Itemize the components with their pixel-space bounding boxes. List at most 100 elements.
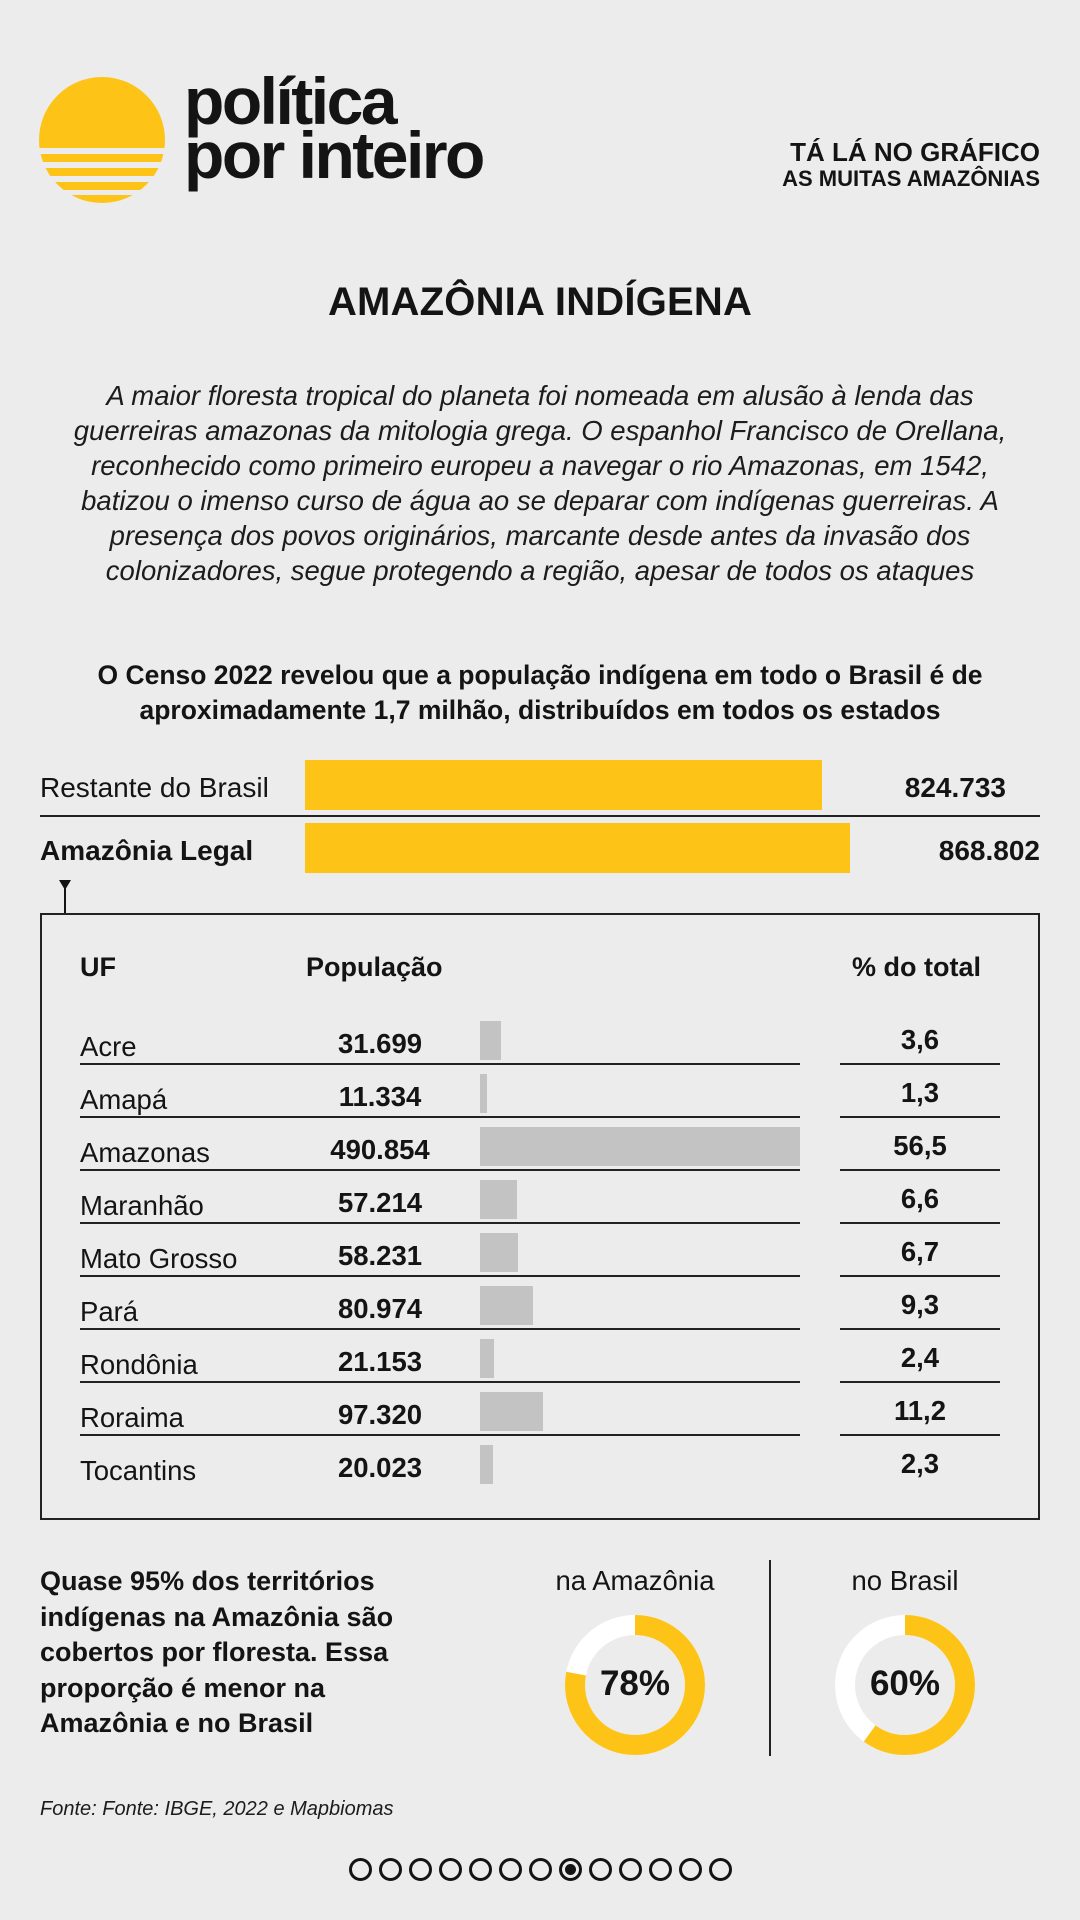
section-tag-line-2: AS MUITAS AMAZÔNIAS [782, 166, 1040, 191]
donut-caption-amazonia: na Amazônia [555, 1565, 715, 1596]
census-lead: O Censo 2022 revelou que a população ind… [97, 660, 983, 725]
page-dot[interactable] [528, 1858, 552, 1881]
page-dot[interactable] [648, 1858, 672, 1881]
population-bar [480, 1339, 494, 1378]
pagination-dots [0, 1858, 1080, 1881]
brand-line-2: por inteiro [184, 118, 485, 192]
table-row: Amazonas 490.854 56,5 [0, 1124, 1080, 1177]
row-rule [80, 1222, 800, 1224]
donut-value-label: 60% [869, 1664, 941, 1703]
state-name: Acre [80, 1031, 137, 1062]
page-dot[interactable] [468, 1858, 492, 1881]
population-bar [480, 1445, 494, 1484]
summary-label: Restante do Brasil [40, 772, 269, 803]
summary-value: 824.733 [904, 772, 1006, 803]
state-name: Pará [80, 1296, 139, 1327]
state-name: Amazonas [80, 1137, 210, 1168]
table-row: Acre 31.699 3,6 [0, 1018, 1080, 1071]
page-dot[interactable] [708, 1858, 732, 1881]
state-percent: 6,6 [900, 1183, 940, 1214]
state-percent: 9,3 [900, 1289, 940, 1320]
state-population: 21.153 [337, 1346, 423, 1377]
table-row: Roraima 97.320 11,2 [0, 1389, 1080, 1442]
state-name: Maranhão [80, 1190, 204, 1221]
table-row: Mato Grosso 58.231 6,7 [0, 1230, 1080, 1283]
row-rule [80, 1116, 800, 1118]
summary-value: 868.802 [938, 835, 1040, 866]
state-population: 97.320 [337, 1399, 423, 1430]
row-rule [840, 1328, 1000, 1330]
table-row: Tocantins 20.023 2,3 [0, 1442, 1080, 1495]
state-population: 58.231 [337, 1240, 423, 1271]
state-percent: 2,3 [900, 1448, 940, 1479]
state-population: 57.214 [337, 1187, 423, 1218]
summary-bar [305, 823, 850, 873]
page-dot-active[interactable] [558, 1858, 582, 1881]
row-rule [840, 1063, 1000, 1065]
population-bar [480, 1286, 533, 1325]
donut-arc [565, 1615, 705, 1755]
table-row: Rondônia 21.153 2,4 [0, 1336, 1080, 1389]
page-dot[interactable] [408, 1858, 432, 1881]
state-percent: 2,4 [900, 1342, 940, 1373]
summary-row-amazonia-legal: Amazônia Legal 868.802 [40, 823, 1040, 873]
column-header-population: População [306, 952, 443, 982]
column-header-uf: UF [80, 952, 116, 982]
page-dot[interactable] [618, 1858, 642, 1881]
table-row: Amapá 11.334 1,3 [0, 1071, 1080, 1124]
population-bar [480, 1233, 518, 1272]
section-tag-line-1: TÁ LÁ NO GRÁFICO [790, 137, 1040, 167]
row-rule [80, 1434, 800, 1436]
state-population: 20.023 [337, 1452, 423, 1483]
source-note: Fonte: Fonte: IBGE, 2022 e Mapbiomas [40, 1798, 394, 1820]
brand-logo-text: política por inteiro [184, 64, 485, 192]
row-rule [840, 1169, 1000, 1171]
row-rule [840, 1275, 1000, 1277]
state-percent: 3,6 [900, 1024, 940, 1055]
state-name: Amapá [80, 1084, 168, 1115]
state-percent: 56,5 [893, 1130, 947, 1161]
page-dot[interactable] [348, 1858, 372, 1881]
population-bar [480, 1392, 544, 1431]
state-name: Mato Grosso [80, 1243, 238, 1274]
brand-line-1: política [184, 64, 398, 138]
state-name: Tocantins [80, 1455, 197, 1486]
row-rule [80, 1169, 800, 1171]
intro-paragraph: A maior floresta tropical do planeta foi… [73, 380, 1007, 586]
row-rule [80, 1328, 800, 1330]
page-dot[interactable] [498, 1858, 522, 1881]
state-percent: 11,2 [893, 1395, 946, 1426]
section-tag: TÁ LÁ NO GRÁFICO AS MUITAS AMAZÔNIAS [782, 138, 1040, 192]
donut-caption-brasil: no Brasil [851, 1565, 959, 1596]
page-dot[interactable] [378, 1858, 402, 1881]
summary-row-restante: Restante do Brasil 824.733 [40, 760, 1040, 810]
state-population: 31.699 [337, 1028, 423, 1059]
state-population: 80.974 [337, 1293, 423, 1324]
page-dot[interactable] [678, 1858, 702, 1881]
page-dot[interactable] [588, 1858, 612, 1881]
population-bar [480, 1127, 800, 1166]
logo-sun-top [39, 77, 165, 148]
table-row: Maranhão 57.214 6,6 [0, 1177, 1080, 1230]
table-row: Pará 80.974 9,3 [0, 1283, 1080, 1336]
forest-coverage-text: Quase 95% dos territórios indígenas na A… [40, 1566, 394, 1738]
population-bar [480, 1180, 518, 1219]
state-percent: 1,3 [900, 1077, 940, 1108]
donut-chart-amazonia [565, 1615, 705, 1755]
state-population: 490.854 [330, 1134, 430, 1165]
row-rule [80, 1381, 800, 1383]
state-table-frame [40, 913, 1040, 1520]
summary-label: Amazônia Legal [40, 835, 254, 866]
row-rule [840, 1434, 1000, 1436]
page-title: AMAZÔNIA INDÍGENA [327, 280, 753, 324]
page-dot[interactable] [438, 1858, 462, 1881]
summary-divider [40, 815, 1040, 817]
population-bar [480, 1021, 501, 1060]
row-rule [840, 1116, 1000, 1118]
donut-chart-brasil [835, 1615, 975, 1755]
population-bar [480, 1074, 488, 1113]
donut-arc [835, 1615, 975, 1755]
row-rule [840, 1222, 1000, 1224]
pointer-marker-icon [59, 880, 71, 914]
state-population: 11.334 [338, 1081, 422, 1112]
